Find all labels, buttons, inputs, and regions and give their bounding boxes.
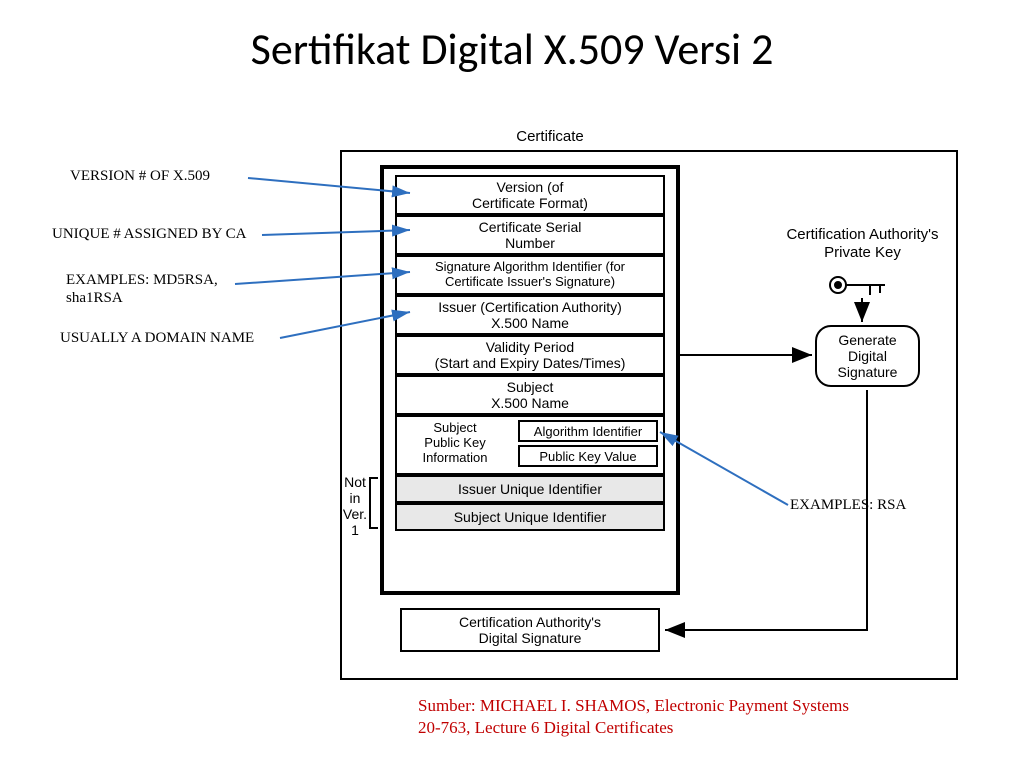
source-line1: Sumber: MICHAEL I. SHAMOS, Electronic Pa…	[418, 695, 849, 717]
notin-l2: in	[335, 490, 375, 506]
notin-l4: 1	[335, 522, 375, 538]
source-line2: 20-763, Lecture 6 Digital Certificates	[418, 717, 673, 739]
field-issuer: Issuer (Certification Authority) X.500 N…	[395, 295, 665, 335]
annot-serial: UNIQUE # ASSIGNED BY CA	[52, 226, 246, 243]
annot-sigalg-l2: sha1RSA	[66, 290, 123, 307]
slide-stage: Sertifikat Digital X.509 Versi 2 VERSION…	[0, 0, 1024, 768]
field-subject: Subject X.500 Name	[395, 375, 665, 415]
slide-title: Sertifikat Digital X.509 Versi 2	[0, 22, 1024, 76]
pubkey-label: Subject Public Key Information	[400, 420, 510, 465]
annot-version: VERSION # OF X.509	[70, 168, 210, 185]
subfield-alg: Algorithm Identifier	[518, 420, 658, 442]
annot-sigalg-l1: EXAMPLES: MD5RSA,	[66, 272, 218, 289]
field-issuer-uid: Issuer Unique Identifier	[395, 475, 665, 503]
field-sigalg: Signature Algorithm Identifier (for Cert…	[395, 255, 665, 295]
field-subject-uid: Subject Unique Identifier	[395, 503, 665, 531]
subfield-pkval: Public Key Value	[518, 445, 658, 467]
ca-privkey-label: Certification Authority's Private Key	[770, 226, 955, 262]
generate-signature-box: Generate Digital Signature	[815, 325, 920, 387]
digital-signature-box: Certification Authority's Digital Signat…	[400, 608, 660, 652]
notin-l3: Ver.	[335, 506, 375, 522]
notin-l1: Not	[335, 474, 375, 490]
field-validity: Validity Period (Start and Expiry Dates/…	[395, 335, 665, 375]
annot-issuer: USUALLY A DOMAIN NAME	[60, 330, 254, 347]
certificate-header: Certificate	[490, 128, 610, 145]
field-serial: Certificate Serial Number	[395, 215, 665, 255]
field-version: Version (of Certificate Format)	[395, 175, 665, 215]
